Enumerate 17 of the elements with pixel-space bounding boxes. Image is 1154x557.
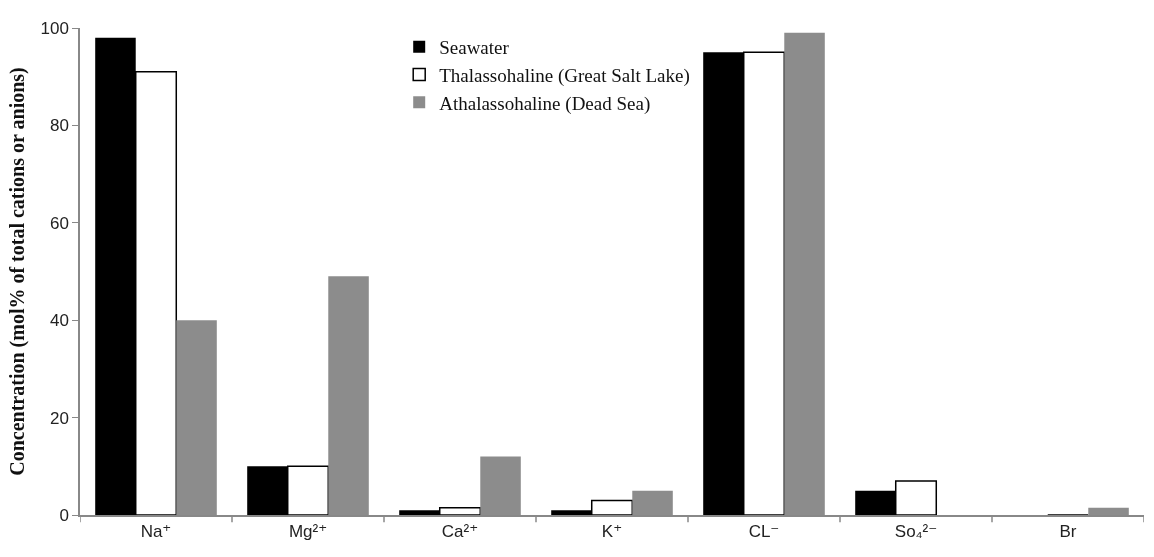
- legend-label: Thalassohaline (Great Salt Lake): [439, 64, 690, 87]
- legend-label: Athalassohaline (Dead Sea): [439, 92, 651, 115]
- x-tick-label: Mg²⁺: [288, 522, 328, 542]
- x-tick-label: CL⁻: [748, 522, 780, 542]
- y-tick-label: 20: [49, 408, 69, 428]
- y-tick-label: 60: [49, 213, 69, 233]
- legend-label: Seawater: [439, 37, 510, 59]
- x-tick-label: Na⁺: [140, 522, 172, 542]
- y-axis-title: Concentration (mol% of total cations or anions): [6, 67, 30, 476]
- y-tick-label: 0: [59, 505, 69, 525]
- x-tick-label: K⁺: [601, 522, 623, 542]
- y-tick-label: 100: [40, 18, 69, 38]
- x-tick-label: Br: [1059, 522, 1077, 542]
- y-tick-label: 80: [49, 116, 69, 136]
- y-tick-label: 40: [49, 311, 69, 331]
- x-tick-label: Ca²⁺: [441, 522, 479, 542]
- x-tick-label: So₄²⁻: [894, 522, 938, 542]
